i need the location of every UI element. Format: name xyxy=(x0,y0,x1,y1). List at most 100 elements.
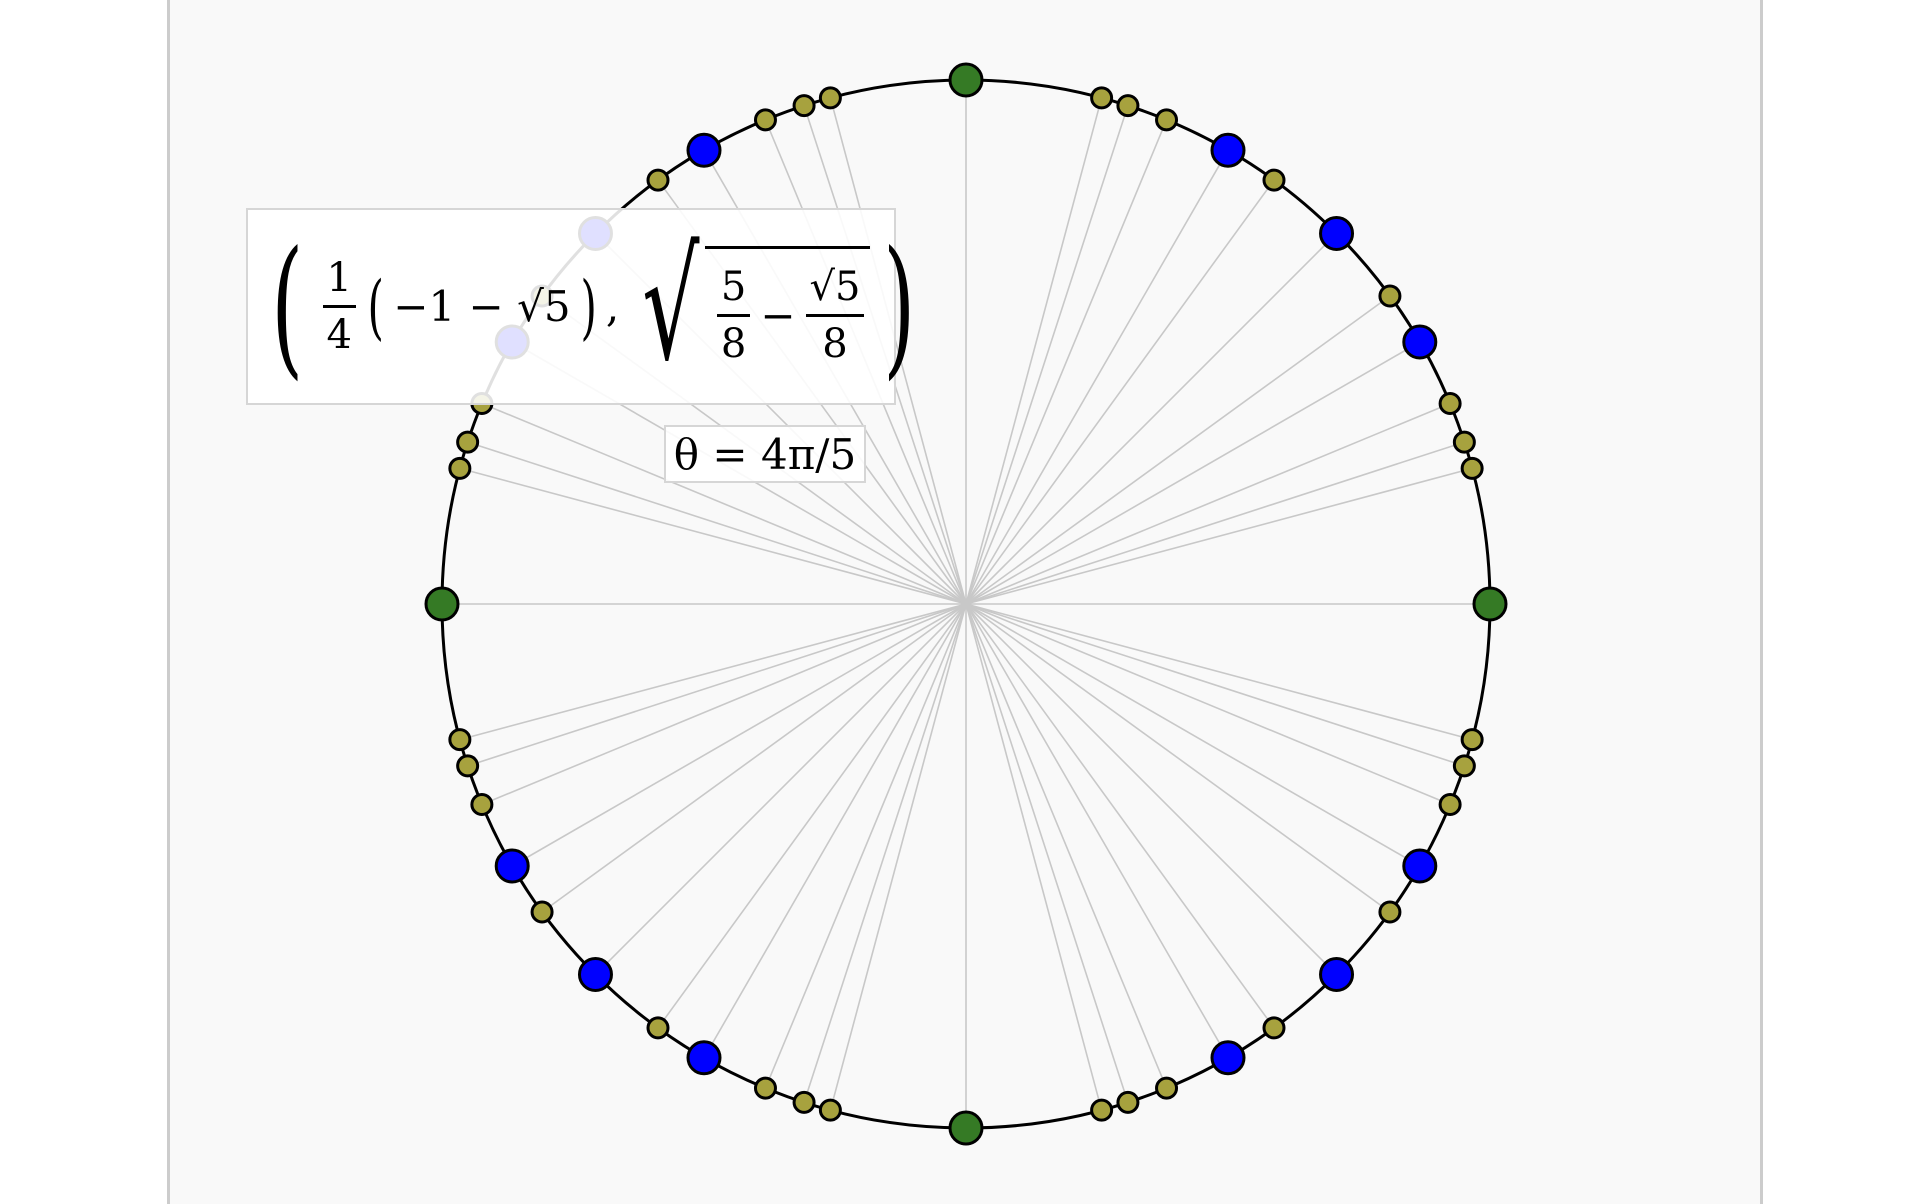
olive-point[interactable] xyxy=(470,793,494,817)
fraction-numerator: √5 xyxy=(805,264,865,317)
ray xyxy=(965,603,1129,1103)
ray xyxy=(965,603,1421,867)
ray xyxy=(459,467,967,605)
olive-point[interactable] xyxy=(448,456,472,480)
olive-point[interactable] xyxy=(818,86,842,110)
blue-point[interactable] xyxy=(1210,1040,1246,1076)
fraction-one-quarter: 1 4 xyxy=(322,255,356,358)
olive-point[interactable] xyxy=(792,1090,816,1114)
axis-point[interactable] xyxy=(948,62,984,98)
close-paren-inner: ) xyxy=(580,265,597,348)
ray xyxy=(481,603,967,806)
olive-point[interactable] xyxy=(646,1016,670,1040)
olive-point[interactable] xyxy=(753,108,777,132)
ray xyxy=(594,603,967,976)
fraction-denominator: 8 xyxy=(822,320,848,367)
fraction-denominator: 8 xyxy=(720,320,747,367)
ray xyxy=(965,603,1391,913)
blue-point[interactable] xyxy=(494,848,530,884)
olive-point[interactable] xyxy=(1116,94,1140,118)
olive-point[interactable] xyxy=(1262,1016,1286,1040)
blue-point[interactable] xyxy=(1319,215,1355,251)
olive-point[interactable] xyxy=(1155,108,1179,132)
olive-point[interactable] xyxy=(1438,391,1462,415)
ray xyxy=(965,295,1391,605)
ray xyxy=(459,603,967,741)
ray xyxy=(703,603,967,1059)
blue-point[interactable] xyxy=(577,957,613,993)
olive-point[interactable] xyxy=(1090,1098,1114,1122)
open-paren-inner: ( xyxy=(367,265,384,348)
ray xyxy=(481,402,967,605)
axis-point[interactable] xyxy=(1472,586,1508,622)
square-root: √ 5 8 − √5 8 xyxy=(623,219,871,394)
olive-point[interactable] xyxy=(753,1076,777,1100)
ray xyxy=(965,603,1229,1059)
axis-point[interactable] xyxy=(424,586,460,622)
ray xyxy=(965,97,1103,605)
olive-point[interactable] xyxy=(530,900,554,924)
ray xyxy=(965,603,1473,741)
blue-point[interactable] xyxy=(686,1040,722,1076)
blue-point[interactable] xyxy=(1402,324,1438,360)
fraction-sqrt5-eighths: √5 8 xyxy=(805,264,865,367)
olive-point[interactable] xyxy=(1438,793,1462,817)
ray xyxy=(965,105,1129,605)
blue-point[interactable] xyxy=(1210,132,1246,168)
olive-point[interactable] xyxy=(792,94,816,118)
ray xyxy=(965,179,1275,605)
olive-point[interactable] xyxy=(818,1098,842,1122)
minus-sign: − xyxy=(760,290,796,340)
comma: , xyxy=(605,282,620,331)
olive-point[interactable] xyxy=(1155,1076,1179,1100)
radical-sign: √ xyxy=(642,219,700,394)
olive-point[interactable] xyxy=(456,430,480,454)
radical-body: 5 8 − √5 8 xyxy=(704,245,871,382)
olive-point[interactable] xyxy=(1378,900,1402,924)
olive-point[interactable] xyxy=(1116,1090,1140,1114)
fraction-five-eighths: 5 8 xyxy=(716,264,751,367)
ray xyxy=(829,603,967,1111)
ray xyxy=(965,402,1451,605)
open-paren: ( xyxy=(271,219,304,394)
angle-label: θ = 4π/5 xyxy=(664,425,866,483)
ray xyxy=(467,441,967,605)
inner-expression: −1 − √5 xyxy=(393,282,571,331)
ray xyxy=(965,603,1451,806)
olive-point[interactable] xyxy=(448,728,472,752)
olive-point[interactable] xyxy=(1090,86,1114,110)
blue-point[interactable] xyxy=(686,132,722,168)
blue-point[interactable] xyxy=(1402,848,1438,884)
axis-point[interactable] xyxy=(948,1110,984,1146)
ray xyxy=(965,603,1103,1111)
olive-point[interactable] xyxy=(1262,168,1286,192)
coordinate-tooltip: ( 1 4 ( −1 − √5 ) , √ 5 8 − √5 8 ) xyxy=(246,208,916,405)
olive-point[interactable] xyxy=(1460,456,1484,480)
ray xyxy=(965,603,1275,1029)
ray xyxy=(965,149,1229,605)
ray xyxy=(965,232,1338,605)
ray xyxy=(467,603,967,767)
ray xyxy=(965,603,1168,1089)
ray xyxy=(965,603,1338,976)
olive-point[interactable] xyxy=(1452,430,1476,454)
fraction-numerator: 5 xyxy=(716,264,751,317)
ray xyxy=(965,441,1465,605)
ray xyxy=(511,603,967,867)
fraction-denominator: 4 xyxy=(326,312,352,358)
olive-point[interactable] xyxy=(1378,284,1402,308)
olive-point[interactable] xyxy=(1452,754,1476,778)
olive-point[interactable] xyxy=(1460,728,1484,752)
ray xyxy=(965,119,1168,605)
blue-point[interactable] xyxy=(1319,957,1355,993)
olive-point[interactable] xyxy=(456,754,480,778)
ray xyxy=(764,603,967,1089)
ray xyxy=(803,603,967,1103)
ray xyxy=(965,341,1421,605)
olive-point[interactable] xyxy=(646,168,670,192)
ray xyxy=(829,97,967,605)
close-paren: ) xyxy=(883,219,916,394)
ray xyxy=(965,603,1465,767)
ray xyxy=(541,603,967,913)
